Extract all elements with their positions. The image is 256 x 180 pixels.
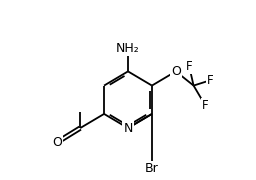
Text: F: F (207, 74, 214, 87)
Text: F: F (186, 60, 193, 73)
Text: NH₂: NH₂ (116, 42, 140, 55)
Text: Br: Br (145, 162, 159, 175)
Text: O: O (171, 65, 181, 78)
Text: F: F (202, 99, 208, 112)
Text: O: O (52, 136, 62, 149)
Text: N: N (123, 122, 133, 135)
